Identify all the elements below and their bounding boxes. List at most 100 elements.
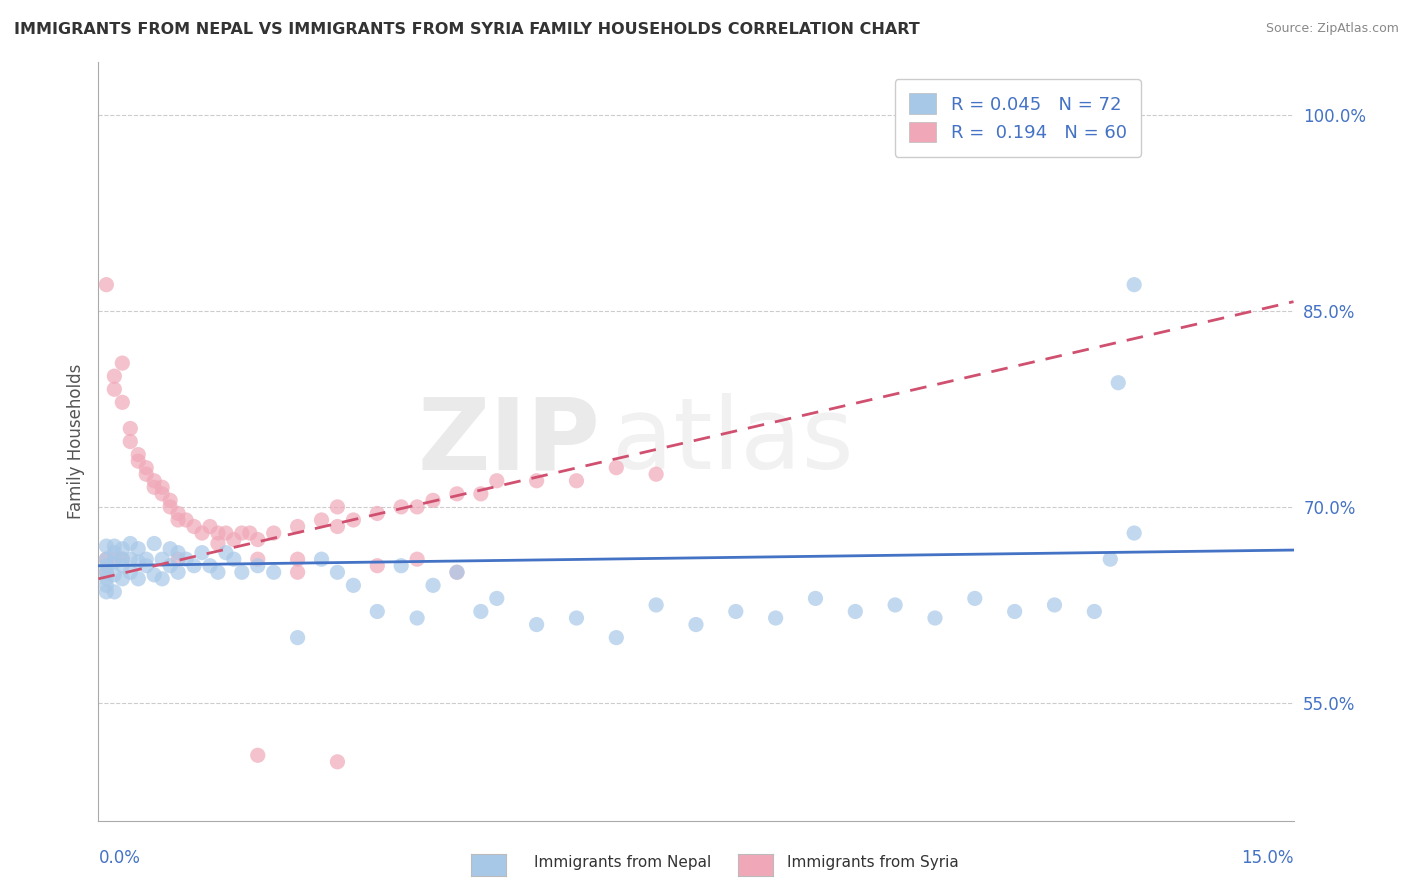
Point (159, 558, 181, 573)
Point (422, 578, 444, 592)
Point (103, 546, 125, 560)
Text: ZIP: ZIP (418, 393, 600, 490)
Point (311, 552, 333, 566)
Point (111, 558, 134, 573)
Point (207, 526, 229, 541)
Point (127, 454, 149, 468)
Point (1043, 598, 1066, 612)
Point (135, 460, 157, 475)
Point (103, 382, 125, 396)
Point (207, 566, 229, 580)
Point (111, 395, 134, 409)
Text: Immigrants from Nepal: Immigrants from Nepal (534, 855, 711, 870)
Point (96, 566, 118, 580)
Point (263, 526, 285, 541)
Point (1099, 552, 1122, 566)
Point (366, 558, 388, 573)
Legend: R = 0.045   N = 72, R =  0.194   N = 60: R = 0.045 N = 72, R = 0.194 N = 60 (894, 79, 1142, 157)
Point (96, 578, 118, 592)
Point (326, 500, 349, 514)
Point (605, 631, 627, 645)
Point (222, 533, 245, 547)
Point (485, 474, 508, 488)
Point (150, 487, 173, 501)
Text: IMMIGRANTS FROM NEPAL VS IMMIGRANTS FROM SYRIA FAMILY HOUSEHOLDS CORRELATION CHA: IMMIGRANTS FROM NEPAL VS IMMIGRANTS FROM… (14, 22, 920, 37)
Point (103, 552, 125, 566)
Point (804, 591, 827, 606)
Point (526, 474, 548, 488)
Point (605, 460, 627, 475)
Point (215, 526, 238, 541)
Point (844, 605, 866, 619)
Point (406, 552, 429, 566)
Point (246, 552, 269, 566)
Point (565, 474, 588, 488)
Point (150, 480, 173, 494)
Point (127, 572, 149, 586)
Point (96, 552, 118, 566)
Text: Immigrants from Syria: Immigrants from Syria (787, 855, 959, 870)
Point (159, 500, 181, 514)
Point (135, 558, 157, 573)
Point (215, 546, 238, 560)
Y-axis label: Family Households: Family Households (66, 364, 84, 519)
Point (191, 546, 214, 560)
Point (246, 558, 269, 573)
Point (96, 277, 118, 292)
Point (1083, 605, 1105, 619)
Point (246, 748, 269, 763)
Point (150, 572, 173, 586)
Point (111, 356, 134, 370)
Point (120, 536, 142, 550)
Point (167, 513, 190, 527)
Point (167, 566, 190, 580)
Point (963, 591, 986, 606)
Point (389, 558, 412, 573)
Point (366, 507, 388, 521)
Point (96, 585, 118, 599)
Point (326, 755, 349, 769)
Point (239, 526, 262, 541)
Point (342, 513, 364, 527)
Point (1123, 277, 1146, 292)
Point (1107, 376, 1129, 390)
Text: 0.0%: 0.0% (98, 849, 141, 867)
Point (167, 507, 190, 521)
Point (120, 434, 142, 449)
Point (406, 500, 429, 514)
Point (183, 519, 205, 533)
Point (143, 567, 166, 582)
Point (485, 591, 508, 606)
Point (287, 631, 309, 645)
Point (120, 421, 142, 435)
Point (246, 533, 269, 547)
Point (884, 598, 907, 612)
Point (342, 578, 364, 592)
Point (326, 519, 349, 533)
Point (111, 541, 134, 556)
Point (406, 611, 429, 625)
Point (120, 552, 142, 566)
Point (135, 467, 157, 482)
Point (263, 566, 285, 580)
Point (191, 526, 214, 541)
Point (103, 555, 125, 569)
Point (103, 369, 125, 384)
Point (470, 605, 492, 619)
Point (198, 519, 221, 533)
Point (96, 552, 118, 566)
Point (231, 526, 253, 541)
Point (96, 539, 118, 553)
Point (287, 552, 309, 566)
Point (1123, 526, 1146, 541)
Point (446, 566, 468, 580)
Point (565, 611, 588, 625)
Point (111, 552, 134, 566)
Point (103, 585, 125, 599)
Point (287, 519, 309, 533)
Point (111, 572, 134, 586)
Text: 15.0%: 15.0% (1241, 849, 1294, 867)
Text: Source: ZipAtlas.com: Source: ZipAtlas.com (1265, 22, 1399, 36)
Point (183, 558, 205, 573)
Point (96, 572, 118, 586)
